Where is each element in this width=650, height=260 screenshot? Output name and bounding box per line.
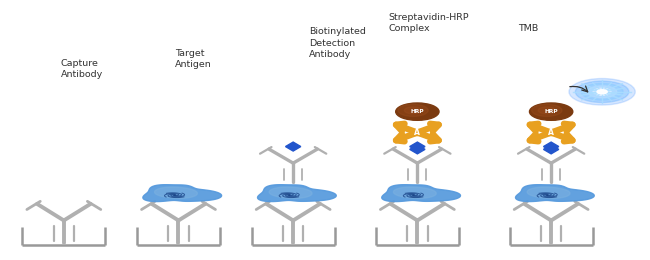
Text: HRP: HRP: [544, 109, 558, 114]
Circle shape: [532, 104, 562, 116]
Polygon shape: [393, 187, 436, 198]
Circle shape: [581, 83, 623, 100]
Circle shape: [530, 103, 573, 120]
Polygon shape: [543, 142, 559, 151]
Polygon shape: [410, 145, 425, 154]
Text: A: A: [415, 128, 421, 137]
Polygon shape: [155, 187, 198, 198]
Text: HRP: HRP: [411, 109, 424, 114]
Text: Capture
Antibody: Capture Antibody: [60, 59, 103, 79]
Polygon shape: [285, 142, 301, 151]
Circle shape: [396, 103, 439, 120]
Circle shape: [569, 79, 635, 105]
Text: Target
Antigen: Target Antigen: [176, 49, 212, 69]
Circle shape: [575, 81, 629, 102]
Polygon shape: [143, 185, 222, 202]
Polygon shape: [515, 185, 594, 202]
Circle shape: [593, 88, 611, 95]
Polygon shape: [382, 185, 460, 202]
Polygon shape: [543, 145, 559, 154]
Polygon shape: [269, 187, 312, 198]
Text: A: A: [548, 128, 554, 137]
Circle shape: [410, 129, 425, 136]
Circle shape: [404, 107, 422, 114]
Circle shape: [597, 90, 607, 94]
Circle shape: [398, 104, 428, 116]
Text: Biotinylated
Detection
Antibody: Biotinylated Detection Antibody: [309, 28, 366, 59]
Circle shape: [538, 107, 556, 114]
Text: TMB: TMB: [518, 24, 538, 33]
Polygon shape: [410, 142, 425, 151]
Circle shape: [543, 129, 559, 136]
Polygon shape: [257, 185, 336, 202]
Circle shape: [588, 86, 617, 98]
Polygon shape: [527, 187, 570, 198]
Text: Streptavidin-HRP
Complex: Streptavidin-HRP Complex: [389, 13, 469, 33]
